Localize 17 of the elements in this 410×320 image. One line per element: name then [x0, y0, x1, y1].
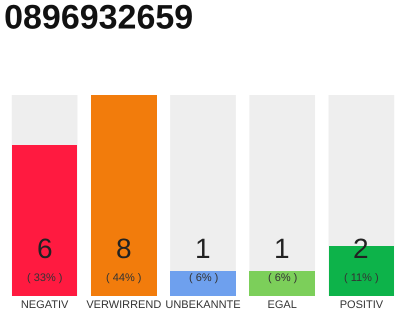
data-label: 1 — [274, 233, 290, 264]
annotation: ( 33% ) — [27, 272, 62, 284]
annotation: ( 6% ) — [189, 272, 218, 284]
x-tick-label: NEGATIV — [20, 299, 69, 311]
bar — [170, 271, 236, 296]
x-tick-label: UNBEKANNTE — [165, 299, 241, 311]
x-tick-label: POSITIV — [340, 299, 384, 311]
x-tick-label: EGAL — [268, 299, 297, 311]
annotation: ( 11% ) — [344, 272, 379, 284]
chart-title: 0896932659 — [4, 0, 194, 37]
x-tick-label: VERWIRREND — [86, 299, 162, 311]
data-label: 8 — [116, 233, 132, 264]
annotation: ( 44% ) — [106, 272, 142, 284]
data-label: 1 — [195, 233, 211, 264]
data-label: 6 — [37, 233, 53, 264]
annotation: ( 6% ) — [268, 272, 298, 284]
bar — [249, 271, 315, 296]
